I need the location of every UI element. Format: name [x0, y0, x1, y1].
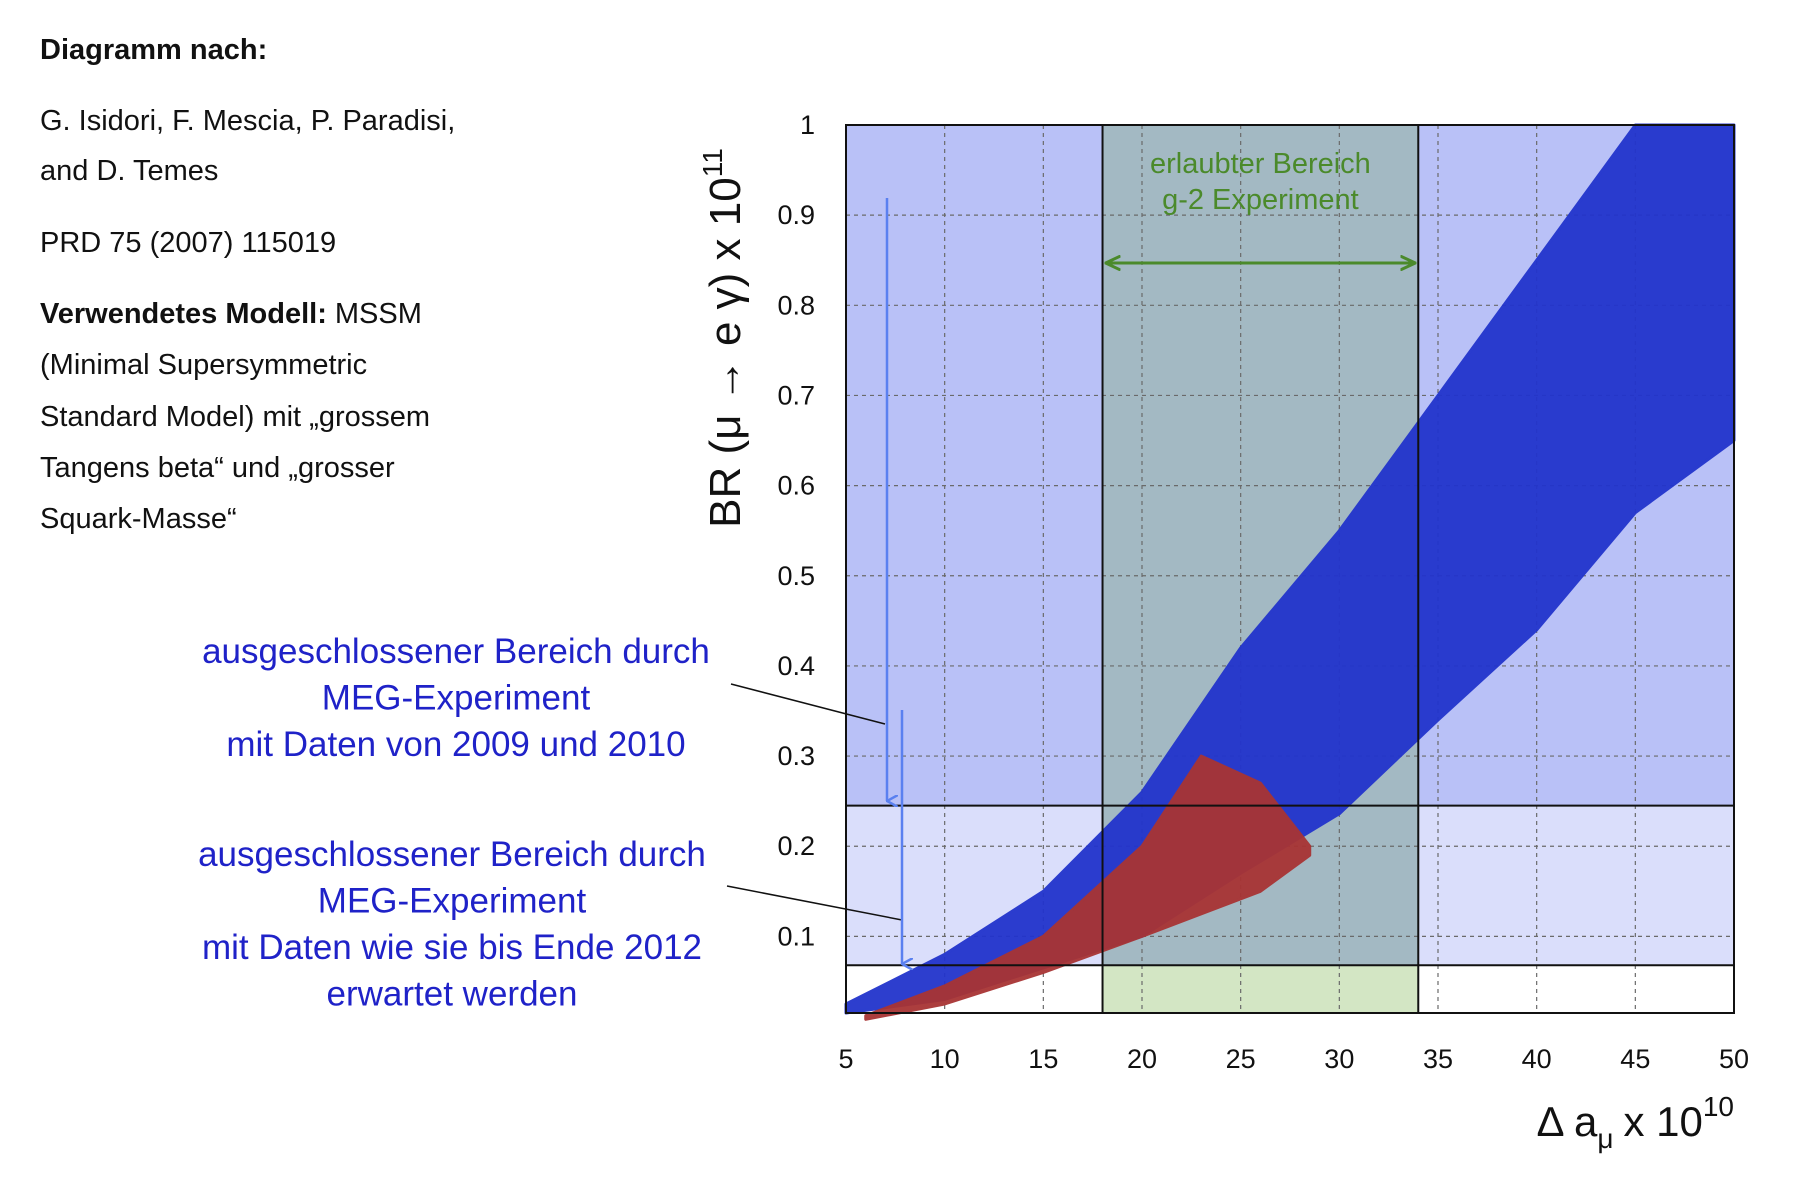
plot-frame [845, 124, 1735, 1014]
limit-annotation: MEG-Experiment [322, 679, 591, 718]
limit-annotation: ausgeschlossener Bereich durch [198, 835, 706, 874]
source-authors: G. Isidori, F. Mescia, P. Paradisi, [40, 105, 455, 137]
x-tick-label: 30 [1324, 1044, 1354, 1074]
y-axis-title: BR (μ → e γ) x 1011 [697, 148, 750, 528]
limit-annotation: mit Daten wie sie bis Ende 2012 [202, 928, 702, 967]
x-axis-title-text: x 10 [1623, 1098, 1702, 1145]
x-tick-label: 5 [838, 1044, 853, 1074]
limit-annotation: erwartet werden [327, 975, 578, 1014]
y-tick-label: 0.1 [777, 921, 815, 951]
y-axis-title-exponent: 11 [697, 148, 728, 177]
y-tick-label: 0.9 [777, 200, 815, 230]
x-axis-title-text: Δ a [1537, 1098, 1598, 1145]
y-tick-label: 0.4 [777, 651, 815, 681]
x-axis-title: Δ aμ x 1010 [1537, 1091, 1734, 1154]
model-heading: Verwendetes Modell: [40, 298, 327, 330]
x-tick-label: 20 [1127, 1044, 1157, 1074]
source-heading: Diagramm nach: [40, 34, 267, 66]
x-tick-label: 10 [930, 1044, 960, 1074]
model-line: Verwendetes Modell: MSSM [40, 298, 422, 330]
x-tick-label: 15 [1028, 1044, 1058, 1074]
model-text: Standard Model) mit „grossem [40, 401, 430, 433]
y-tick-label: 1 [800, 110, 815, 140]
limit-annotation: MEG-Experiment [318, 882, 587, 921]
allowed-zone-free [1102, 965, 1419, 1013]
limit-annotation: mit Daten von 2009 und 2010 [226, 725, 685, 764]
source-authors: and D. Temes [40, 155, 218, 187]
x-tick-label: 45 [1620, 1044, 1650, 1074]
region-label: erlaubter Bereich [1150, 148, 1371, 180]
point-cloud [864, 754, 1312, 1021]
leader-line [730, 683, 886, 725]
x-tick-label: 40 [1522, 1044, 1552, 1074]
leader-line [726, 885, 903, 921]
plot: 5 10 15 20 25 30 35 40 45 50 0.1 0.2 0.3 0.4 0.5 0.6 0.7… [777, 110, 1749, 1074]
y-tick-label: 0.6 [777, 471, 815, 501]
x-tick-label: 50 [1719, 1044, 1749, 1074]
x-tick-label: 35 [1423, 1044, 1453, 1074]
x-axis-title-exponent: 10 [1703, 1091, 1734, 1122]
model-text: MSSM [335, 298, 422, 330]
source-reference: PRD 75 (2007) 115019 [40, 227, 336, 259]
model-text: (Minimal Supersymmetric [40, 349, 367, 381]
limit-annotation: ausgeschlossener Bereich durch [202, 632, 710, 671]
y-tick-label: 0.3 [777, 741, 815, 771]
x-tick-label: 25 [1226, 1044, 1256, 1074]
y-tick-label: 0.8 [777, 290, 815, 320]
y-tick-label: 0.7 [777, 380, 815, 410]
model-text: Tangens beta“ und „grosser [40, 452, 395, 484]
y-tick-label: 0.5 [777, 561, 815, 591]
x-axis-title-subscript: μ [1597, 1123, 1613, 1154]
model-text: Squark-Masse“ [40, 503, 237, 535]
y-axis-title-text: BR (μ → e γ) x 10 [701, 177, 750, 528]
y-tick-label: 0.2 [777, 831, 815, 861]
region-label: g-2 Experiment [1162, 184, 1359, 216]
